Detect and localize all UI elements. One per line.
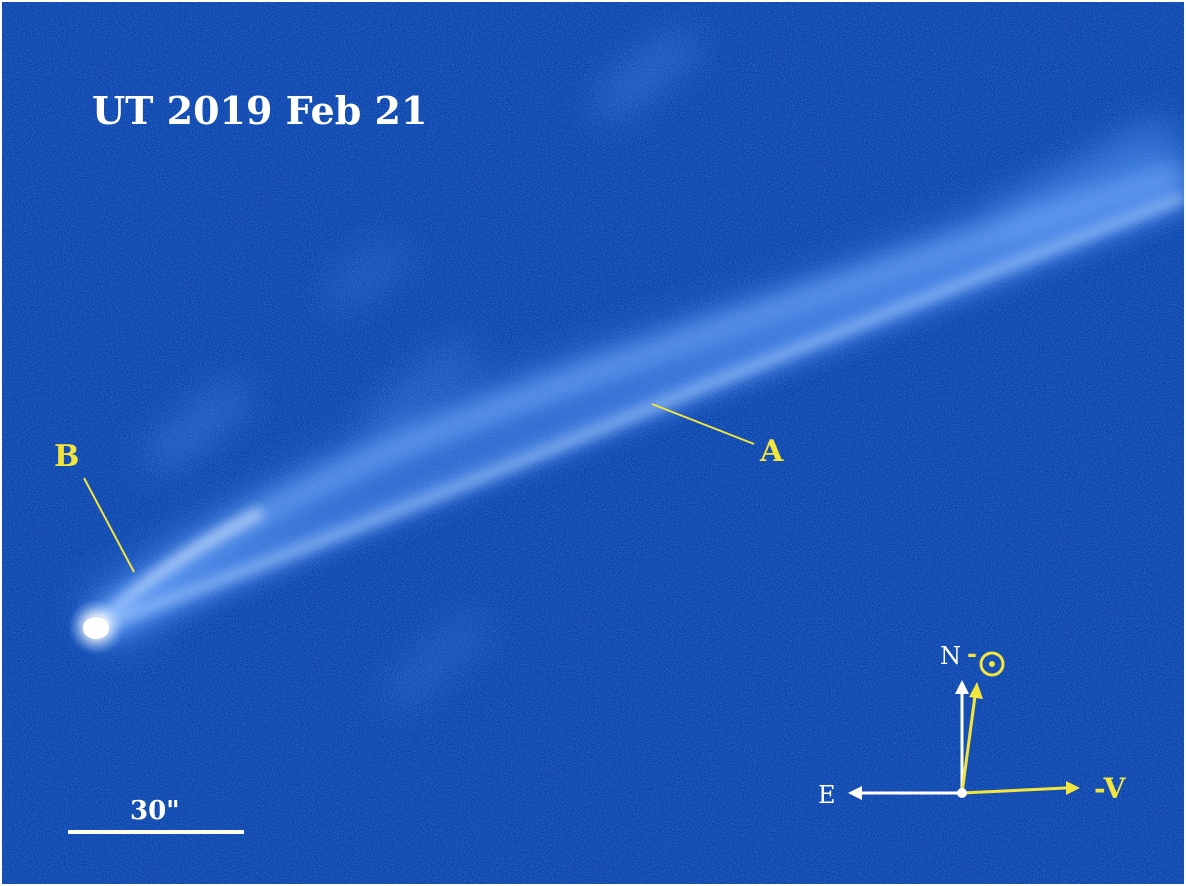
east-arrow-head [848,786,862,800]
anti-sun-arrow [960,695,977,794]
anti-sun-arrow-head [969,682,983,699]
tail-a [91,178,1184,641]
compass-origin [957,788,967,798]
sun-symbol-icon [979,651,1005,677]
sun-symbol-dot [989,661,995,667]
north-arrow-head [955,680,969,694]
compass [848,651,1080,800]
anti-velocity-arrow [961,786,1067,795]
date-label: UT 2019 Feb 21 [92,88,428,133]
compass-north-label: N [940,642,961,670]
anti-velocity-arrow-head [1066,781,1080,795]
compass-anti-velocity-label: -V [1094,772,1126,805]
nucleus [83,617,109,639]
pointer-line-b [83,477,135,573]
tail-label-b: B [54,439,80,474]
tail-label-a: A [760,434,784,469]
pointer-line-a [651,403,755,445]
scale-bar-label: 30" [130,796,180,826]
compass-east-label: E [818,781,836,809]
compass-anti-sun-prefix: - [967,639,977,668]
